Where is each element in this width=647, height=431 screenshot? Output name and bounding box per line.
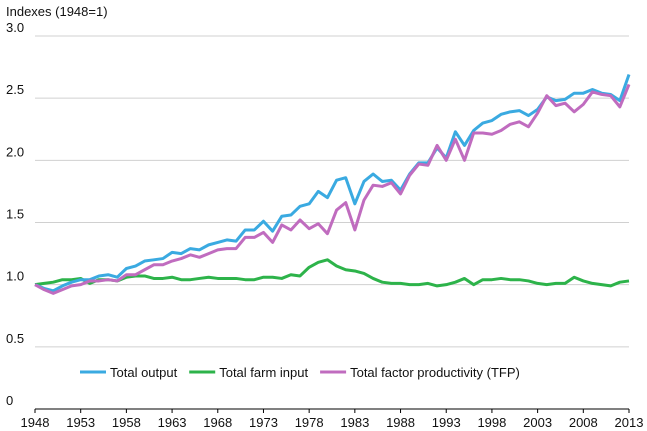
- series-line: [34, 83, 631, 295]
- x-tick-label: 2003: [523, 415, 552, 430]
- x-tick-label: 1968: [203, 415, 232, 430]
- x-tick-label: 1988: [386, 415, 415, 430]
- y-axis-label: Indexes (1948=1): [6, 4, 108, 19]
- x-tick-label: 2013: [615, 415, 644, 430]
- x-tick-label: 1978: [295, 415, 324, 430]
- legend-label: Total output: [110, 365, 178, 380]
- y-tick-label: 2.0: [6, 144, 24, 159]
- x-tick-label: 2008: [569, 415, 598, 430]
- series-line: [34, 74, 631, 293]
- x-tick-label: 1998: [477, 415, 506, 430]
- x-tick-label: 1948: [21, 415, 50, 430]
- series-line: [34, 258, 630, 288]
- y-tick-label: 0: [6, 393, 13, 408]
- legend-label: Total factor productivity (TFP): [350, 365, 520, 380]
- y-tick-label: 1.0: [6, 269, 24, 284]
- y-tick-label: 2.5: [6, 82, 24, 97]
- x-tick-label: 1963: [158, 415, 187, 430]
- x-tick-label: 1973: [249, 415, 278, 430]
- legend-label: Total farm input: [219, 365, 308, 380]
- y-tick-label: 3.0: [6, 20, 24, 35]
- x-tick-label: 1958: [112, 415, 141, 430]
- x-tick-label: 1983: [340, 415, 369, 430]
- x-tick-label: 1953: [66, 415, 95, 430]
- y-tick-label: 1.5: [6, 207, 24, 222]
- y-tick-label: 0.5: [6, 331, 24, 346]
- x-tick-label: 1993: [432, 415, 461, 430]
